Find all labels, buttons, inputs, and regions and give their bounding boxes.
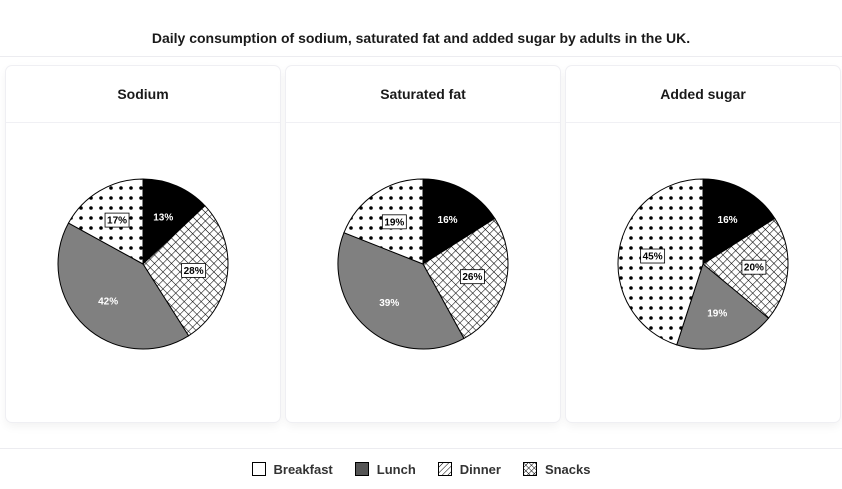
slice-label-snacks: 20% bbox=[741, 259, 767, 275]
pie-slice-lunch bbox=[702, 178, 776, 265]
legend-swatch-dinner bbox=[437, 462, 452, 476]
legend-item-breakfast[interactable]: Breakfast bbox=[251, 461, 333, 477]
pie-slice-dinner bbox=[676, 263, 770, 350]
legend-swatch-snacks bbox=[522, 462, 537, 476]
slice-value: 28% bbox=[184, 266, 204, 277]
slice-value: 16% bbox=[718, 215, 738, 226]
legend-label: Lunch bbox=[376, 461, 416, 477]
panel-title: Saturated fat bbox=[286, 66, 560, 123]
legend: Breakfast Lunch Dinner Snacks bbox=[0, 448, 842, 489]
slice-value: 19% bbox=[707, 308, 727, 319]
panel-title: Added sugar bbox=[566, 66, 840, 123]
slice-label-dinner: 39% bbox=[379, 298, 399, 309]
slice-value: 45% bbox=[643, 252, 663, 263]
pie-chart-saturated-fat: 16% 26% 39% 19% bbox=[337, 178, 509, 350]
panel-title: Sodium bbox=[6, 66, 280, 123]
pie-slice-dinner bbox=[337, 232, 465, 350]
pie-panels: Sodium 13% 28% 42% 17% Saturated fat 16% 26%… bbox=[0, 66, 842, 426]
slice-value: 17% bbox=[107, 216, 127, 227]
slice-value: 16% bbox=[438, 215, 458, 226]
legend-item-dinner[interactable]: Dinner bbox=[437, 461, 501, 477]
pie-chart-sodium: 13% 28% 42% 17% bbox=[57, 178, 229, 350]
slice-label-dinner: 42% bbox=[98, 297, 118, 308]
slice-label-breakfast: 17% bbox=[104, 212, 130, 228]
panel-saturated-fat: Saturated fat 16% 26% 39% 19% bbox=[286, 66, 560, 422]
legend-swatch-breakfast bbox=[251, 462, 266, 476]
slice-value: 13% bbox=[153, 213, 173, 224]
legend-label: Dinner bbox=[459, 461, 501, 477]
pie-slice-dinner bbox=[57, 222, 190, 350]
slice-label-lunch: 16% bbox=[718, 215, 738, 226]
chart-title: Daily consumption of sodium, saturated f… bbox=[151, 30, 691, 46]
slice-label-breakfast: 19% bbox=[381, 214, 407, 230]
slice-label-snacks: 28% bbox=[181, 262, 206, 278]
legend-item-lunch[interactable]: Lunch bbox=[354, 461, 416, 477]
chart-title-bar: Daily consumption of sodium, saturated f… bbox=[0, 0, 842, 57]
legend-item-snacks[interactable]: Snacks bbox=[522, 461, 591, 477]
slice-value: 26% bbox=[462, 272, 482, 283]
slice-label-snacks: 26% bbox=[459, 269, 485, 285]
slice-value: 19% bbox=[384, 217, 404, 228]
legend-label: Breakfast bbox=[273, 461, 333, 477]
slice-value: 42% bbox=[98, 297, 118, 308]
pie-slice-lunch bbox=[142, 178, 206, 266]
legend-swatch-lunch bbox=[354, 462, 369, 476]
slice-label-dinner: 19% bbox=[707, 308, 727, 319]
pie-chart-added-sugar: 16% 20% 19% 45% bbox=[617, 178, 789, 350]
slice-label-breakfast: 45% bbox=[640, 248, 666, 264]
slice-label-lunch: 16% bbox=[438, 215, 458, 226]
pie-slice-lunch bbox=[422, 178, 496, 265]
legend-label: Snacks bbox=[544, 461, 591, 477]
slice-value: 39% bbox=[379, 298, 399, 309]
panel-sodium: Sodium 13% 28% 42% 17% bbox=[6, 66, 280, 422]
slice-label-lunch: 13% bbox=[153, 213, 173, 224]
slice-value: 20% bbox=[744, 263, 764, 274]
panel-added-sugar: Added sugar 16% 20% 19% 45% bbox=[566, 66, 840, 422]
